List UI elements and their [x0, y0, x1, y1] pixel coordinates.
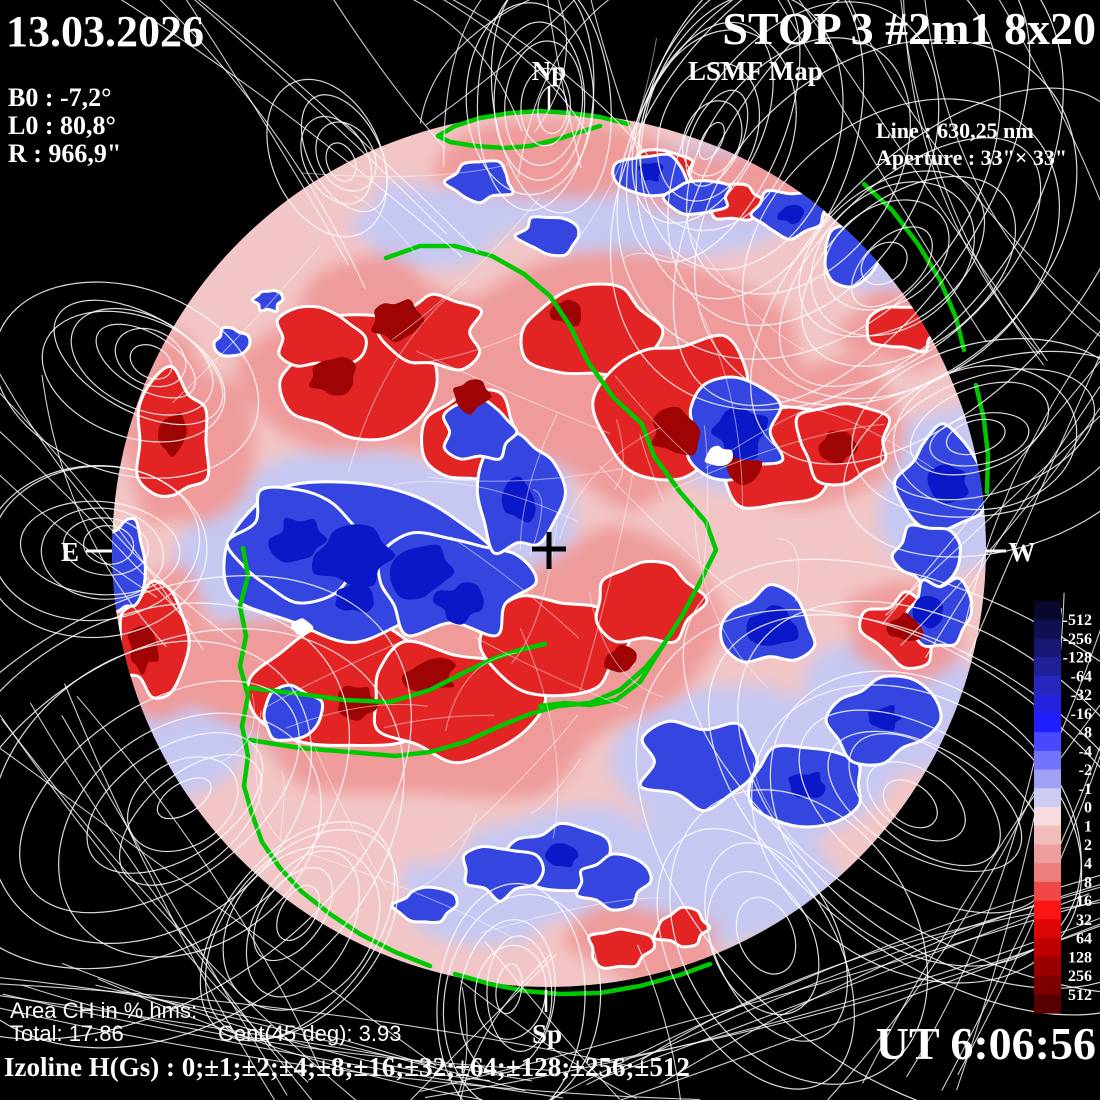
disk-center-crosshair [532, 532, 566, 569]
izoline-legend: Izoline H(Gs) : 0;±1;±2;±4;±8;±16;±32;±6… [4, 1052, 690, 1082]
colorbar-label: -512 [1063, 612, 1092, 629]
param-line: Line : 630,25 nm [876, 118, 1034, 143]
blob-group-darkred [127, 299, 924, 721]
colorbar-label: -32 [1071, 687, 1092, 704]
colorbar-label: 8 [1084, 875, 1092, 892]
observation-date: 13.03.2026 [6, 7, 204, 56]
colorbar-label: 0 [1084, 800, 1092, 817]
colorbar-label: -1 [1079, 781, 1092, 798]
colorbar-label: -8 [1079, 725, 1092, 742]
colorbar-label: -4 [1079, 743, 1092, 760]
colorbar-label: 512 [1068, 987, 1092, 1004]
map-subtitle: LSMF Map [688, 56, 823, 86]
compass-east-label: E [61, 537, 79, 567]
colorbar-label: -2 [1079, 762, 1092, 779]
colorbar-label: 1 [1084, 818, 1092, 835]
param-b0: B0 : -7,2° [8, 83, 112, 112]
universal-time: UT 6:06:56 [876, 1018, 1096, 1069]
area-ch-cent: Cent(45 deg): 3.93 [218, 1021, 401, 1046]
compass-north-label: Np [532, 56, 567, 86]
param-l0: L0 : 80,8° [8, 111, 116, 140]
colorbar-label: -128 [1063, 650, 1092, 667]
instrument-title: STOP 3 #2m1 8x20 [722, 3, 1096, 54]
param-aperture: Aperture : 33"× 33" [876, 145, 1067, 170]
colorbar-label: -16 [1071, 706, 1092, 723]
colorbar-label: 32 [1076, 912, 1092, 929]
colorbar-label: 64 [1076, 931, 1092, 948]
blob-group-darkblue [268, 162, 969, 868]
colorbar-label: 4 [1084, 856, 1092, 873]
area-ch-total: Total: 17.86 [10, 1021, 124, 1046]
colorbar-label: 16 [1076, 893, 1092, 910]
param-radius: R : 966,9" [8, 139, 121, 168]
colorbar-label: -64 [1071, 668, 1092, 685]
compass-south-label: Sp [532, 1019, 562, 1049]
compass-west-label: W [1009, 537, 1036, 567]
gauss-colorbar: -512 -256 -128-64 -32 -16 -8-4 -2 -1 01 2 4 816 32 64… [1034, 601, 1092, 1014]
colorbar-label: -256 [1063, 631, 1092, 648]
colorbar-label: 128 [1068, 949, 1092, 966]
colorbar-label: 256 [1068, 968, 1092, 985]
colorbar-label: 2 [1084, 837, 1092, 854]
area-ch-title: Area CH in % hms: [10, 998, 197, 1023]
